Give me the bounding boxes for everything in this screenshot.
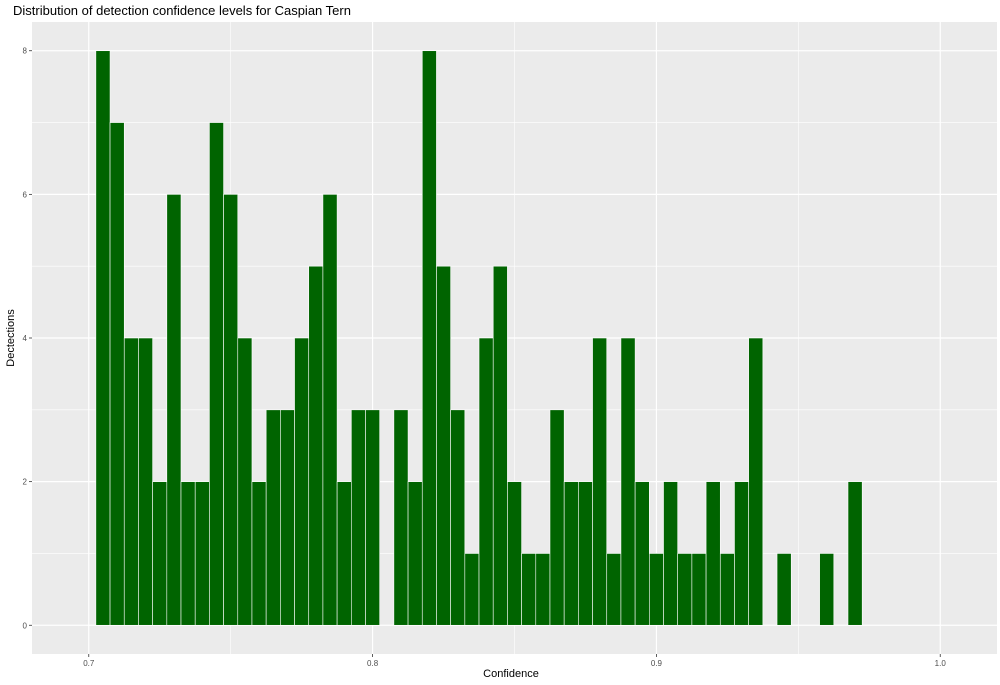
histogram-bar (336, 481, 352, 626)
histogram-bar (251, 481, 267, 626)
histogram-bar (563, 481, 579, 626)
histogram-bar (663, 481, 678, 626)
histogram-bar (180, 481, 196, 626)
histogram-bar (237, 337, 253, 626)
histogram-bar (436, 265, 451, 626)
histogram-bar (677, 553, 693, 626)
histogram-bar (407, 481, 423, 626)
histogram-bar (819, 553, 835, 626)
x-tick-label: 0.7 (83, 659, 95, 668)
histogram-bar (308, 265, 324, 626)
histogram-bar (421, 50, 437, 626)
y-tick-label: 2 (23, 478, 28, 487)
x-tick-label: 0.9 (651, 659, 663, 668)
histogram-bar (166, 194, 182, 626)
histogram-bar (492, 265, 508, 626)
histogram-bar (109, 122, 125, 626)
chart-title: Distribution of detection confidence lev… (13, 3, 351, 18)
histogram-bar (705, 481, 721, 626)
histogram-bar (719, 553, 735, 626)
histogram-bar (123, 337, 139, 626)
histogram-bar (748, 337, 764, 626)
histogram-bar (649, 553, 664, 626)
y-tick-label: 8 (23, 47, 28, 56)
histogram-bar (209, 122, 224, 626)
histogram-bar (223, 194, 239, 626)
histogram-bar (152, 481, 168, 626)
y-tick-label: 0 (23, 621, 28, 630)
histogram-bar (280, 409, 295, 626)
histogram-bar (95, 50, 111, 626)
histogram-bar (734, 481, 749, 626)
histogram-bar (776, 553, 792, 626)
y-tick-label: 4 (23, 334, 28, 343)
histogram-bar (294, 337, 310, 626)
x-tick-label: 1.0 (935, 659, 947, 668)
y-tick-label: 6 (23, 190, 28, 199)
histogram-bar (521, 553, 537, 626)
x-axis-title: Confidence (483, 668, 539, 680)
histogram-bar (620, 337, 636, 626)
histogram-bar (847, 481, 863, 626)
histogram-bar (365, 409, 380, 626)
histogram-bar (464, 553, 480, 626)
histogram-bar (535, 553, 551, 626)
histogram-bar (478, 337, 494, 626)
histogram-bar (194, 481, 210, 626)
histogram-bar (592, 337, 608, 626)
histogram-bar (450, 409, 466, 626)
histogram-bar (393, 409, 409, 626)
histogram-bar (578, 481, 593, 626)
histogram-bar (549, 409, 565, 626)
histogram-bar (606, 553, 622, 626)
y-axis-title: Dectections (5, 309, 17, 367)
bars (95, 50, 863, 626)
histogram-bar (138, 337, 153, 626)
histogram-bar (351, 409, 366, 626)
x-axis: 0.7 0.8 0.9 1.0 (83, 654, 946, 668)
histogram-bar (634, 481, 650, 626)
x-tick-label: 0.8 (367, 659, 379, 668)
histogram-bar (265, 409, 281, 626)
histogram-bar (322, 194, 338, 626)
histogram-bar (691, 553, 707, 626)
histogram-bar (507, 481, 522, 626)
y-axis: 0 2 4 6 8 (23, 47, 32, 630)
